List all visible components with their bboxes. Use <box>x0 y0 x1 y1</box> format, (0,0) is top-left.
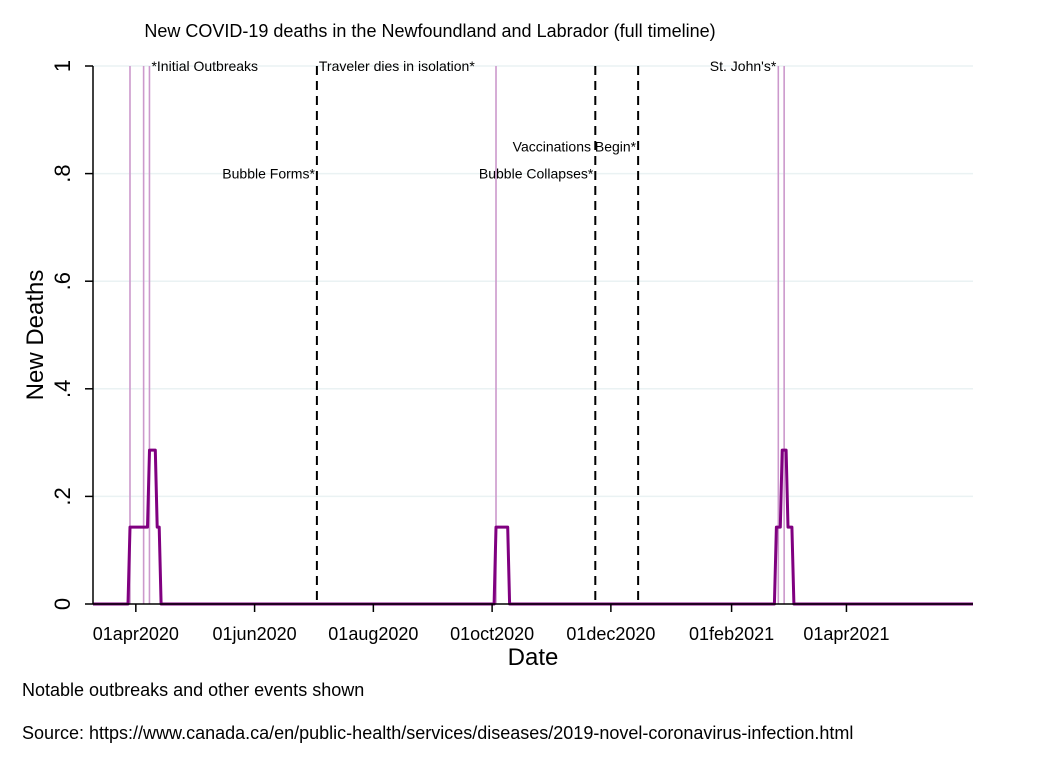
x-tick-label: 01apr2021 <box>803 624 889 644</box>
y-axis-title: New Deaths <box>22 270 49 401</box>
annotation-labels: Bubble Forms* Traveler dies in isolation*… <box>151 58 776 182</box>
event-label: Bubble Forms* <box>222 166 315 182</box>
y-tick-label: 0 <box>50 598 75 610</box>
event-label: Traveler dies in isolation* <box>319 58 475 74</box>
note-source: Source: https://www.canada.ca/en/public-… <box>22 723 854 743</box>
x-tick-label: 01dec2020 <box>566 624 655 644</box>
x-tick-label: 01aug2020 <box>328 624 418 644</box>
x-tick-label: 01feb2021 <box>689 624 774 644</box>
grid-lines <box>93 65 973 498</box>
y-tick-label: .4 <box>50 380 75 398</box>
chart-title: New COVID-19 deaths in the Newfoundland … <box>144 21 715 41</box>
outbreak-label: *Initial Outbreaks <box>151 58 258 74</box>
series-layer <box>93 448 973 606</box>
x-axis-title: Date <box>508 644 559 670</box>
outbreak-label: St. John's* <box>710 58 777 74</box>
outbreak-lines <box>129 66 785 604</box>
note-outbreaks: Notable outbreaks and other events shown <box>22 680 365 700</box>
x-tick-label: 01oct2020 <box>450 624 534 644</box>
x-tick-label: 01apr2020 <box>93 624 179 644</box>
y-tick-label: .8 <box>50 164 75 182</box>
event-label: Vaccinations Begin* <box>513 139 637 155</box>
y-tick-label: .2 <box>50 487 75 505</box>
event-label: Bubble Collapses* <box>479 166 594 182</box>
series-line <box>93 448 973 606</box>
chart: New COVID-19 deaths in the Newfoundland … <box>22 21 973 670</box>
x-tick-label: 01jun2020 <box>213 624 297 644</box>
axes: 0 .2 .4 .6 .8 1 01apr2020 01jun2020 01aug2020 01o… <box>50 60 973 644</box>
y-tick-label: .6 <box>50 272 75 290</box>
y-tick-label: 1 <box>50 60 75 72</box>
